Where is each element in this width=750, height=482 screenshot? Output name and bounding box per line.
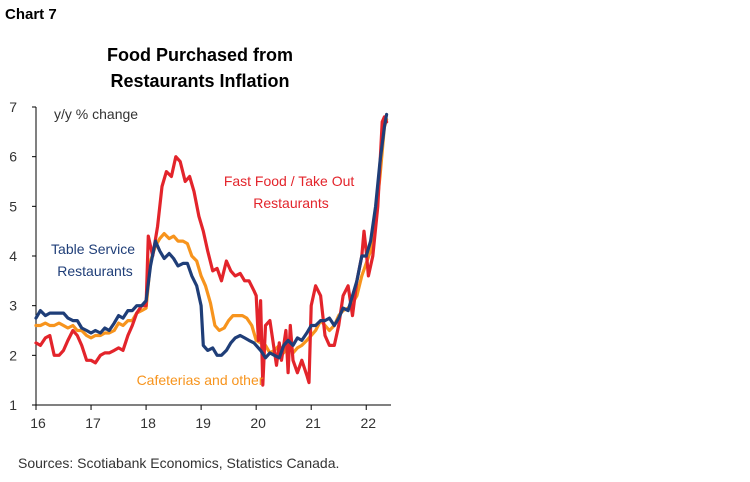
x-tick-label: 18 (140, 415, 156, 431)
y-tick-label: 2 (9, 347, 17, 363)
y-tick-label: 4 (9, 248, 17, 264)
series-line-table-service (34, 112, 389, 360)
x-tick-label: 20 (250, 415, 266, 431)
table-service-label: Table Service Restaurants (51, 241, 139, 279)
y-tick-label: 6 (9, 149, 17, 165)
y-tick-label: 3 (9, 298, 17, 314)
x-tick-label: 22 (360, 415, 376, 431)
series-line-fast-food (34, 115, 389, 387)
x-tick-label: 21 (305, 415, 321, 431)
y-tick-label: 1 (9, 397, 17, 413)
fast-food-label: Fast Food / Take Out Restaurants (224, 173, 358, 211)
x-tick-label: 17 (85, 415, 101, 431)
y-tick-label: 5 (9, 198, 17, 214)
cafeterias-label-line-1: Cafeterias and other (137, 372, 264, 388)
chart-title-line-1: Food Purchased from (106, 45, 294, 65)
chart-series (34, 112, 389, 387)
fast-food-label-line-2: Restaurants (253, 195, 328, 211)
fast-food-label-line-1: Fast Food / Take Out (224, 173, 355, 189)
series-labels: Fast Food / Take Out Restaurants Table S… (51, 173, 358, 388)
x-tick-label: 19 (195, 415, 211, 431)
x-tick-label: 16 (30, 415, 46, 431)
cafeterias-label: Cafeterias and other (137, 372, 264, 388)
chart-label: Chart 7 (5, 6, 57, 23)
table-service-label-line-2: Restaurants (57, 263, 132, 279)
series-line-cafeterias (34, 117, 389, 355)
y-tick-label: 7 (9, 99, 17, 115)
chart-axes: 1 2 3 4 5 6 7 16 17 18 19 20 21 22 (9, 99, 391, 431)
y-axis-label: y/y % change (54, 106, 138, 122)
source-note: Sources: Scotiabank Economics, Statistic… (18, 455, 340, 471)
chart-title: Food Purchased from Restaurants Inflatio… (80, 42, 320, 94)
chart-title-line-2: Restaurants Inflation (110, 71, 290, 91)
table-service-label-line-1: Table Service (51, 241, 135, 257)
